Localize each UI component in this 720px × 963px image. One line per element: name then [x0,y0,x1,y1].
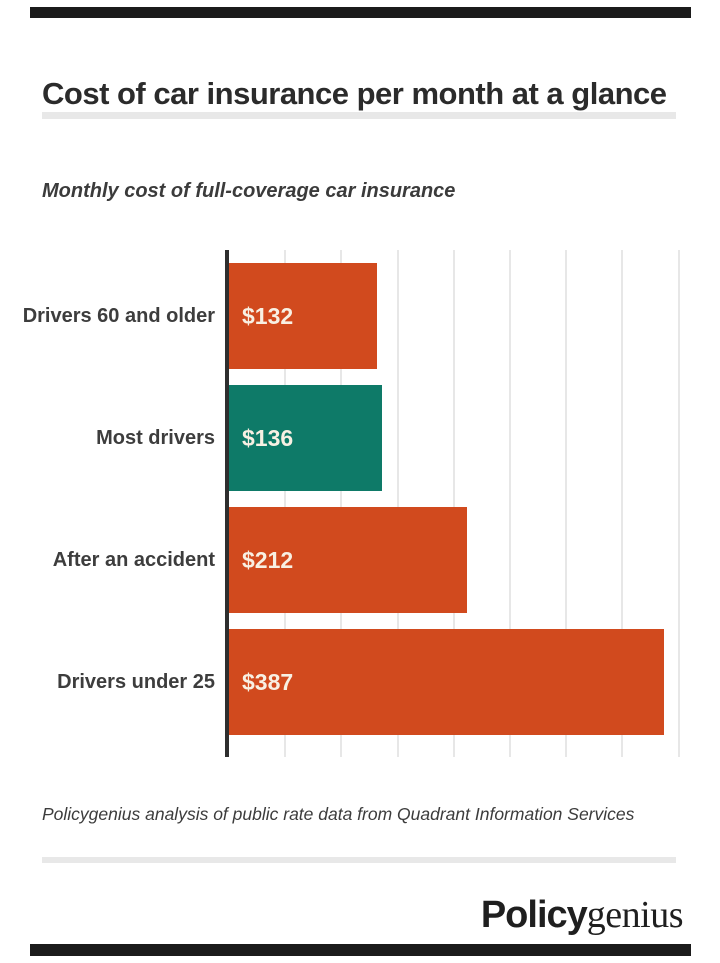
bar-value-label: $136 [242,424,294,451]
bottom-frame-bar [30,944,691,956]
bar-category-label: Most drivers [96,426,215,449]
bar-category-label: Drivers 60 and older [22,304,215,327]
gridline [452,250,455,757]
bar-value-label: $132 [242,302,294,329]
gridline [396,250,399,757]
policygenius-logo: Policygenius [480,893,684,937]
logo-bold-text: Policy [480,894,588,936]
top-frame-bar [30,7,691,18]
source-footnote: Policygenius analysis of public rate dat… [42,804,635,824]
plot-area: $132 $136 $212 $387 [228,250,700,757]
gridline [284,250,287,757]
bar: $132 [229,263,378,369]
bar-value-label: $387 [242,668,294,695]
bar: $387 [229,629,664,735]
gridline [508,250,511,757]
gridline [340,250,343,757]
bar: $136 [229,385,382,491]
logo-serif-text: genius [586,894,684,936]
gridline [565,250,568,757]
bar: $212 [229,507,468,613]
gridline [621,250,624,757]
y-axis-line [225,250,229,757]
gridline [677,250,680,757]
bar-category-label: After an accident [52,548,215,571]
page-title: Cost of car insurance per month at a gla… [42,75,667,111]
bar-chart: $132 $136 $212 $387 Drivers 60 and older Mos… [0,250,720,757]
title-divider [42,112,676,119]
chart-subtitle: Monthly cost of full-coverage car insura… [42,180,456,202]
bar-category-label: Drivers under 25 [57,670,215,693]
footer-divider [42,857,676,863]
bar-value-label: $212 [242,546,294,573]
